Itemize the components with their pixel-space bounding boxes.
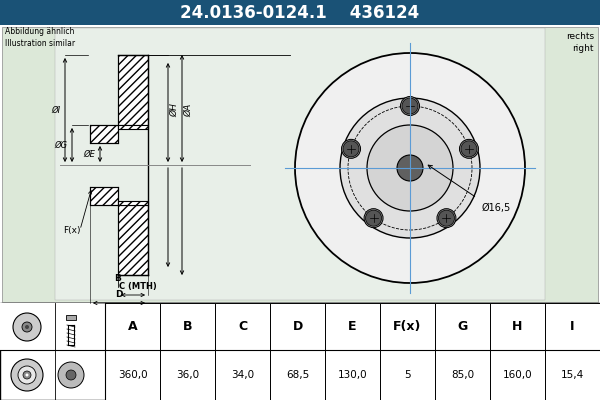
- Bar: [0, 303, 600, 350]
- Bar: [215, 303, 270, 400]
- Text: Ø16,5: Ø16,5: [482, 203, 511, 213]
- Text: F(x): F(x): [63, 226, 80, 234]
- Text: ØG: ØG: [54, 140, 67, 150]
- Circle shape: [58, 362, 84, 388]
- Text: B: B: [183, 320, 192, 333]
- Bar: [0, 0, 600, 25]
- Circle shape: [397, 155, 423, 181]
- Bar: [105, 303, 160, 400]
- Circle shape: [437, 209, 456, 228]
- Text: D: D: [292, 320, 302, 333]
- Circle shape: [341, 139, 361, 158]
- Text: Ate: Ate: [374, 172, 436, 204]
- Text: H: H: [512, 320, 523, 333]
- Text: ØE: ØE: [83, 150, 95, 158]
- Circle shape: [11, 359, 43, 391]
- Bar: [55, 28, 545, 300]
- Polygon shape: [90, 187, 118, 205]
- Text: rechts
right: rechts right: [566, 32, 594, 53]
- Text: D: D: [115, 290, 123, 299]
- Circle shape: [439, 210, 454, 226]
- Polygon shape: [118, 125, 148, 129]
- Text: 34,0: 34,0: [231, 370, 254, 380]
- Polygon shape: [118, 201, 148, 205]
- Text: 24.0136-0124.1    436124: 24.0136-0124.1 436124: [181, 4, 419, 22]
- Circle shape: [340, 98, 480, 238]
- Bar: [490, 303, 545, 400]
- Polygon shape: [90, 125, 118, 143]
- Circle shape: [365, 210, 382, 226]
- Circle shape: [367, 125, 453, 211]
- Bar: [0, 303, 600, 400]
- Circle shape: [25, 374, 29, 376]
- Text: 360,0: 360,0: [118, 370, 148, 380]
- Bar: [545, 303, 600, 400]
- Circle shape: [25, 325, 29, 329]
- Text: 130,0: 130,0: [338, 370, 367, 380]
- Text: C: C: [238, 320, 247, 333]
- Circle shape: [66, 370, 76, 380]
- Text: I: I: [570, 320, 575, 333]
- Text: 160,0: 160,0: [503, 370, 532, 380]
- Bar: [380, 303, 435, 400]
- Bar: [2, 27, 598, 302]
- Text: 68,5: 68,5: [286, 370, 309, 380]
- Circle shape: [295, 53, 525, 283]
- Polygon shape: [118, 205, 148, 275]
- Bar: [160, 303, 215, 400]
- Circle shape: [343, 141, 359, 157]
- Bar: [325, 303, 380, 400]
- Text: 85,0: 85,0: [451, 370, 474, 380]
- Text: ØH: ØH: [170, 103, 179, 117]
- Text: ØA: ØA: [184, 103, 193, 117]
- Bar: [66, 315, 76, 320]
- Text: Abbildung ähnlich
Illustration similar: Abbildung ähnlich Illustration similar: [5, 27, 75, 48]
- Text: B: B: [115, 274, 121, 283]
- Bar: [435, 303, 490, 400]
- Circle shape: [461, 141, 477, 157]
- Circle shape: [402, 98, 418, 114]
- Text: G: G: [457, 320, 467, 333]
- Text: F(x): F(x): [394, 320, 422, 333]
- Circle shape: [401, 96, 419, 116]
- Text: ØI: ØI: [51, 106, 60, 114]
- Circle shape: [364, 209, 383, 228]
- Circle shape: [460, 139, 478, 158]
- Text: C (MTH): C (MTH): [119, 282, 157, 291]
- Text: E: E: [348, 320, 357, 333]
- Circle shape: [18, 366, 36, 384]
- Text: A: A: [128, 320, 137, 333]
- Bar: [270, 303, 325, 400]
- Circle shape: [13, 313, 41, 341]
- Polygon shape: [118, 55, 148, 125]
- Text: 36,0: 36,0: [176, 370, 199, 380]
- Text: 15,4: 15,4: [561, 370, 584, 380]
- Circle shape: [22, 322, 32, 332]
- Text: 5: 5: [404, 370, 411, 380]
- Circle shape: [23, 371, 31, 379]
